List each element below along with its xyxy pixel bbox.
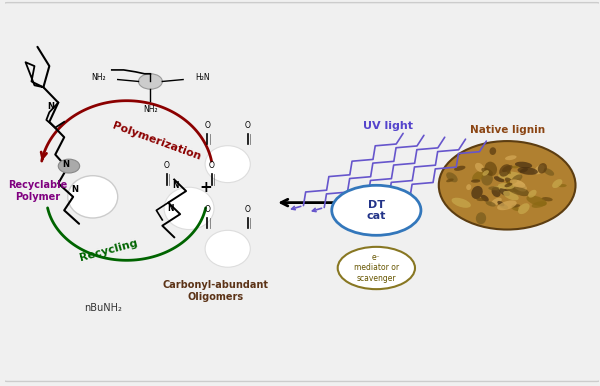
Ellipse shape bbox=[499, 188, 510, 196]
Ellipse shape bbox=[518, 167, 538, 175]
Ellipse shape bbox=[498, 183, 514, 189]
Ellipse shape bbox=[505, 184, 526, 192]
Ellipse shape bbox=[505, 183, 512, 187]
Text: H₂N: H₂N bbox=[195, 73, 209, 82]
Text: N: N bbox=[173, 181, 179, 190]
Text: Native lignin: Native lignin bbox=[470, 125, 545, 135]
Ellipse shape bbox=[498, 171, 521, 180]
Text: Recycling: Recycling bbox=[79, 238, 139, 263]
Ellipse shape bbox=[215, 155, 229, 162]
Text: O: O bbox=[245, 121, 251, 130]
Text: Recyclable
Polymer: Recyclable Polymer bbox=[8, 180, 67, 202]
Ellipse shape bbox=[505, 178, 513, 184]
Text: Carbonyl-abundant
Oligomers: Carbonyl-abundant Oligomers bbox=[163, 280, 269, 302]
Ellipse shape bbox=[205, 230, 250, 267]
Text: NH₂: NH₂ bbox=[91, 73, 106, 82]
Ellipse shape bbox=[164, 187, 214, 230]
Ellipse shape bbox=[491, 198, 502, 205]
Ellipse shape bbox=[471, 179, 481, 183]
Ellipse shape bbox=[490, 147, 496, 155]
Ellipse shape bbox=[466, 184, 472, 190]
Ellipse shape bbox=[511, 205, 520, 211]
Ellipse shape bbox=[482, 170, 489, 176]
Ellipse shape bbox=[481, 168, 493, 175]
Ellipse shape bbox=[452, 198, 471, 208]
Ellipse shape bbox=[497, 201, 505, 206]
Ellipse shape bbox=[502, 165, 513, 172]
Ellipse shape bbox=[497, 200, 517, 210]
Ellipse shape bbox=[544, 168, 554, 176]
Text: O: O bbox=[205, 205, 211, 214]
Ellipse shape bbox=[542, 197, 553, 201]
Ellipse shape bbox=[175, 198, 190, 206]
Ellipse shape bbox=[485, 201, 496, 207]
Ellipse shape bbox=[471, 186, 483, 199]
Text: O: O bbox=[205, 121, 211, 130]
Ellipse shape bbox=[205, 146, 250, 183]
Ellipse shape bbox=[491, 187, 500, 197]
Text: O: O bbox=[209, 161, 214, 170]
Ellipse shape bbox=[538, 163, 547, 173]
Ellipse shape bbox=[454, 166, 466, 171]
Ellipse shape bbox=[494, 176, 505, 182]
Ellipse shape bbox=[481, 195, 489, 201]
Ellipse shape bbox=[532, 201, 547, 208]
Text: O: O bbox=[164, 161, 170, 170]
Ellipse shape bbox=[558, 184, 566, 187]
Ellipse shape bbox=[446, 172, 458, 182]
Ellipse shape bbox=[494, 186, 505, 193]
Ellipse shape bbox=[475, 163, 484, 172]
Ellipse shape bbox=[507, 179, 517, 185]
Ellipse shape bbox=[488, 186, 499, 190]
Ellipse shape bbox=[518, 203, 530, 214]
Ellipse shape bbox=[512, 180, 527, 191]
Ellipse shape bbox=[512, 204, 520, 208]
Ellipse shape bbox=[512, 185, 529, 196]
Circle shape bbox=[58, 159, 80, 173]
Circle shape bbox=[139, 74, 163, 89]
Text: N: N bbox=[62, 160, 69, 169]
Text: Polymerization: Polymerization bbox=[111, 120, 202, 162]
Text: nBuNH₂: nBuNH₂ bbox=[84, 303, 122, 313]
Text: NH₂: NH₂ bbox=[143, 105, 158, 113]
Ellipse shape bbox=[338, 247, 415, 289]
Text: e⁻
mediator or
scavenger: e⁻ mediator or scavenger bbox=[354, 253, 399, 283]
Ellipse shape bbox=[520, 168, 528, 173]
Ellipse shape bbox=[505, 181, 519, 191]
Ellipse shape bbox=[512, 166, 519, 168]
Ellipse shape bbox=[472, 171, 484, 181]
Ellipse shape bbox=[512, 174, 523, 183]
Ellipse shape bbox=[526, 195, 547, 206]
Ellipse shape bbox=[476, 198, 485, 201]
Text: DT
cat: DT cat bbox=[367, 200, 386, 221]
Text: O: O bbox=[245, 205, 251, 214]
Ellipse shape bbox=[446, 178, 454, 182]
Ellipse shape bbox=[528, 190, 536, 198]
Text: +: + bbox=[199, 180, 212, 195]
Ellipse shape bbox=[481, 172, 493, 186]
Ellipse shape bbox=[499, 203, 508, 209]
Ellipse shape bbox=[509, 187, 529, 195]
Circle shape bbox=[439, 141, 575, 230]
Ellipse shape bbox=[552, 179, 562, 188]
Text: N: N bbox=[71, 185, 79, 194]
Ellipse shape bbox=[506, 170, 511, 174]
Ellipse shape bbox=[499, 164, 511, 177]
Ellipse shape bbox=[485, 162, 497, 176]
Ellipse shape bbox=[510, 179, 525, 188]
Ellipse shape bbox=[332, 185, 421, 235]
Ellipse shape bbox=[68, 176, 118, 218]
Ellipse shape bbox=[515, 162, 532, 168]
Text: UV light: UV light bbox=[363, 121, 413, 131]
Ellipse shape bbox=[503, 191, 519, 200]
Text: N: N bbox=[167, 204, 173, 213]
FancyBboxPatch shape bbox=[2, 3, 600, 381]
Ellipse shape bbox=[476, 212, 486, 224]
Ellipse shape bbox=[505, 155, 517, 160]
Text: N: N bbox=[47, 102, 55, 111]
Ellipse shape bbox=[535, 165, 544, 174]
Ellipse shape bbox=[215, 240, 229, 247]
